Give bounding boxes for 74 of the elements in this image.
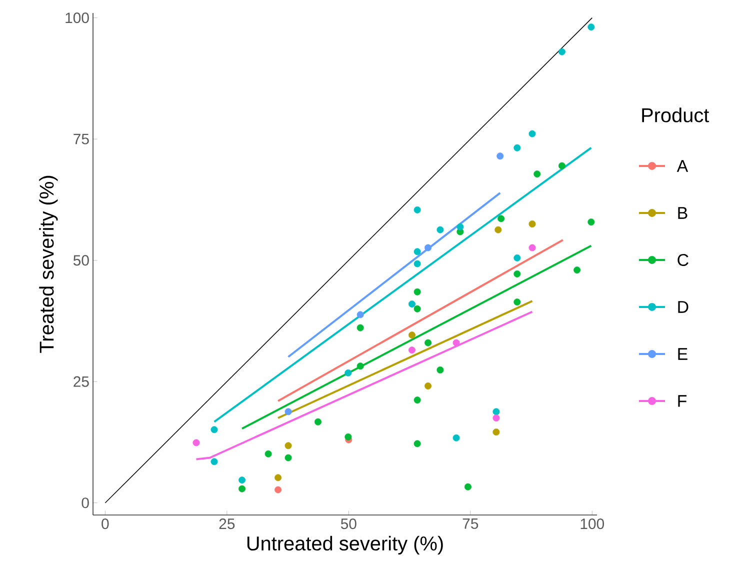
point: [238, 476, 246, 484]
point: [436, 366, 444, 374]
point: [314, 418, 322, 426]
y-tick-label: 50: [73, 255, 89, 266]
point: [210, 458, 218, 466]
point: [498, 215, 505, 222]
point: [514, 270, 521, 278]
point: [424, 382, 432, 390]
y-tick-label: 100: [66, 12, 89, 24]
point: [558, 162, 566, 170]
x-tick-label: 0: [102, 518, 109, 530]
point: [456, 223, 464, 230]
point: [414, 440, 421, 448]
x-tick-label: 75: [462, 518, 478, 529]
point: [274, 474, 282, 482]
point: [408, 300, 416, 308]
point: [408, 332, 416, 339]
point: [414, 260, 421, 268]
legend-label: F: [678, 395, 686, 407]
point: [356, 362, 364, 370]
legend-label: D: [678, 301, 688, 313]
point: [528, 244, 536, 252]
legend-title: Product: [642, 108, 710, 122]
point: [588, 24, 595, 31]
point: [356, 324, 364, 332]
point: [574, 266, 581, 274]
point: [284, 442, 292, 450]
point: [408, 346, 416, 354]
x-tick-label: 100: [580, 518, 604, 530]
legend-label: B: [678, 207, 688, 219]
point: [528, 130, 536, 138]
point: [528, 220, 536, 228]
point: [284, 408, 292, 416]
point: [492, 414, 500, 422]
point: [414, 305, 421, 312]
point: [558, 48, 566, 56]
point: [492, 408, 500, 416]
point: [414, 248, 421, 256]
point: [452, 434, 460, 442]
y-tick-label: 0: [82, 498, 89, 508]
point: [414, 396, 421, 404]
legend-label: A: [676, 160, 688, 172]
point: [496, 152, 504, 160]
point: [284, 454, 292, 462]
point: [238, 485, 246, 492]
point: [464, 483, 472, 490]
y-axis-title: Treated severity (%): [39, 176, 58, 353]
point: [534, 170, 541, 178]
y-tick-label: 25: [74, 376, 89, 387]
x-tick-label: 50: [340, 518, 356, 530]
point: [192, 439, 200, 446]
x-axis-title: Untreated severity (%): [247, 536, 443, 555]
point: [264, 450, 272, 458]
point: [414, 288, 421, 296]
point: [344, 369, 352, 376]
point: [588, 218, 595, 226]
point: [514, 254, 521, 262]
point: [514, 144, 521, 152]
point: [424, 339, 432, 346]
y-tick-label: 75: [74, 134, 89, 144]
point: [452, 339, 460, 346]
legend-label: C: [678, 254, 688, 266]
legend-label: E: [678, 348, 688, 360]
point: [274, 486, 282, 494]
point: [492, 428, 500, 436]
point: [494, 226, 502, 234]
point: [356, 311, 364, 318]
x-tick-label: 25: [219, 518, 235, 530]
point: [424, 244, 432, 252]
point: [344, 433, 352, 440]
point: [414, 206, 421, 214]
point: [514, 298, 521, 306]
point: [210, 426, 218, 434]
point: [436, 226, 444, 234]
